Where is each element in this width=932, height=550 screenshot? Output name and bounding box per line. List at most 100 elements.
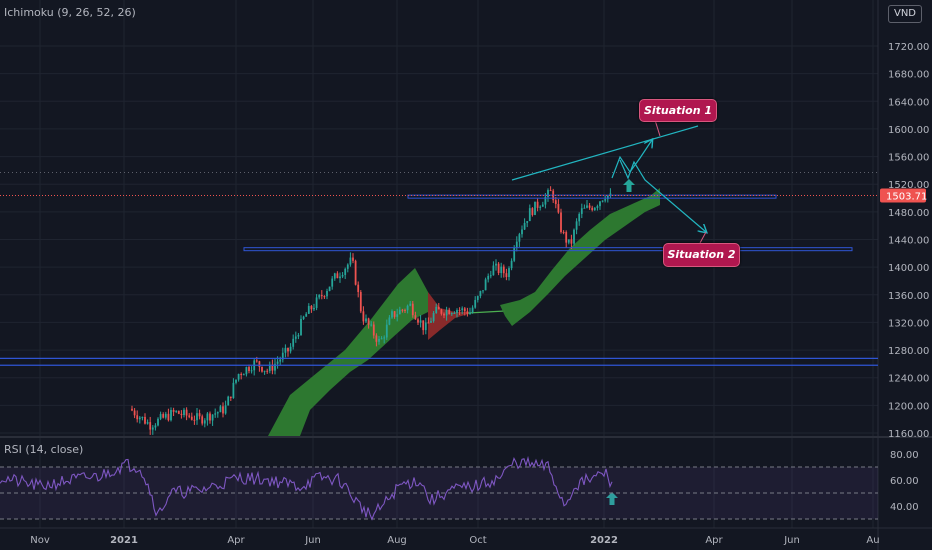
cloud-thin bbox=[467, 310, 506, 314]
candle-body bbox=[336, 273, 339, 279]
candle-body bbox=[172, 410, 175, 412]
candle-body bbox=[263, 370, 266, 372]
candle-body bbox=[466, 311, 469, 315]
cloud-bull-1 bbox=[268, 268, 428, 436]
candle-body bbox=[458, 310, 461, 312]
candle-body bbox=[190, 416, 193, 420]
candle-body bbox=[424, 322, 427, 331]
candle-body bbox=[245, 367, 248, 375]
candle-body bbox=[586, 205, 588, 208]
candle-body bbox=[565, 232, 568, 243]
candle-body bbox=[209, 413, 211, 421]
rsi-up-arrow-icon bbox=[606, 492, 618, 505]
candle-body bbox=[198, 413, 201, 417]
candle-body bbox=[183, 409, 185, 416]
candle-body bbox=[154, 425, 157, 428]
candle-body bbox=[398, 309, 401, 315]
candle-body bbox=[333, 273, 336, 279]
candle-body bbox=[266, 370, 269, 372]
candle-body bbox=[258, 361, 261, 367]
price-tick-label: 1640.00 bbox=[888, 97, 929, 108]
candle-body bbox=[372, 324, 375, 336]
candle-body bbox=[151, 427, 154, 430]
price-tick-label: 1400.00 bbox=[888, 263, 929, 274]
currency-badge[interactable]: VND bbox=[888, 5, 922, 23]
candle-body bbox=[235, 379, 237, 383]
candle-body bbox=[164, 413, 167, 418]
candle-body bbox=[326, 290, 328, 297]
candle-body bbox=[580, 208, 583, 214]
candle-body bbox=[476, 296, 479, 300]
candle-body bbox=[417, 319, 419, 323]
candle-body bbox=[489, 275, 492, 277]
candle-body bbox=[549, 190, 552, 192]
candle-body bbox=[500, 266, 503, 273]
candle-body bbox=[354, 260, 357, 285]
time-tick-label: Aug bbox=[387, 535, 407, 546]
candle-body bbox=[380, 338, 383, 340]
price-tick-label: 1240.00 bbox=[888, 374, 929, 385]
candle-body bbox=[175, 410, 178, 412]
price-tick-label: 1200.00 bbox=[888, 401, 929, 412]
candle-body bbox=[271, 364, 274, 371]
candle-body bbox=[422, 320, 425, 331]
candle-body bbox=[453, 312, 456, 314]
candle-body bbox=[573, 229, 575, 244]
candle-body bbox=[547, 190, 549, 197]
situation-1-callout[interactable]: Situation 1 bbox=[639, 99, 717, 122]
candle-body bbox=[430, 321, 432, 323]
candle-body bbox=[136, 415, 139, 420]
candle-body bbox=[284, 347, 287, 353]
price-tick-label: 1560.00 bbox=[888, 153, 929, 164]
candle-body bbox=[177, 410, 180, 414]
candle-body bbox=[497, 263, 500, 273]
candle-body bbox=[193, 419, 196, 421]
candle-body bbox=[287, 347, 289, 352]
candle-body bbox=[224, 405, 227, 414]
candle-body bbox=[352, 257, 354, 261]
candle-body bbox=[188, 415, 191, 417]
candle-body bbox=[294, 336, 297, 339]
candle-body bbox=[131, 408, 133, 411]
candle-body bbox=[391, 311, 393, 318]
candle-body bbox=[414, 315, 417, 320]
indicator-legend[interactable]: Ichimoku (9, 26, 52, 26) bbox=[4, 6, 136, 19]
candle-body bbox=[201, 416, 204, 424]
candle-body bbox=[583, 207, 586, 209]
candle-body bbox=[388, 317, 391, 325]
price-tick-label: 1720.00 bbox=[888, 42, 929, 53]
candle-body bbox=[474, 299, 477, 308]
candle-body bbox=[227, 396, 230, 406]
candle-body bbox=[240, 373, 243, 376]
candle-body bbox=[419, 320, 422, 323]
candle-body bbox=[149, 422, 152, 430]
candle-body bbox=[261, 366, 263, 372]
candle-body bbox=[157, 418, 159, 426]
candle-body bbox=[232, 382, 235, 399]
candle-body bbox=[604, 199, 607, 201]
candle-body bbox=[138, 417, 141, 420]
candle-body bbox=[219, 406, 222, 413]
candle-body bbox=[383, 337, 386, 339]
candle-body bbox=[320, 295, 323, 297]
candle-body bbox=[144, 416, 146, 424]
candle-body bbox=[307, 305, 310, 314]
candle-body bbox=[300, 318, 302, 336]
candle-body bbox=[570, 239, 573, 244]
level-1426 bbox=[243, 247, 853, 252]
time-tick-label: 2021 bbox=[110, 535, 138, 546]
candle-body bbox=[562, 232, 565, 234]
candle-body bbox=[606, 195, 609, 200]
situation-2-callout[interactable]: Situation 2 bbox=[663, 243, 740, 267]
time-tick-label: Nov bbox=[30, 535, 50, 546]
candle-body bbox=[508, 268, 510, 278]
candle-body bbox=[554, 200, 557, 205]
rsi-legend[interactable]: RSI (14, close) bbox=[4, 443, 84, 456]
candle-body bbox=[432, 313, 435, 322]
candle-body bbox=[510, 260, 513, 269]
candle-body bbox=[401, 309, 404, 311]
candle-body bbox=[575, 221, 578, 230]
candle-body bbox=[492, 265, 495, 276]
candle-body bbox=[346, 264, 349, 269]
